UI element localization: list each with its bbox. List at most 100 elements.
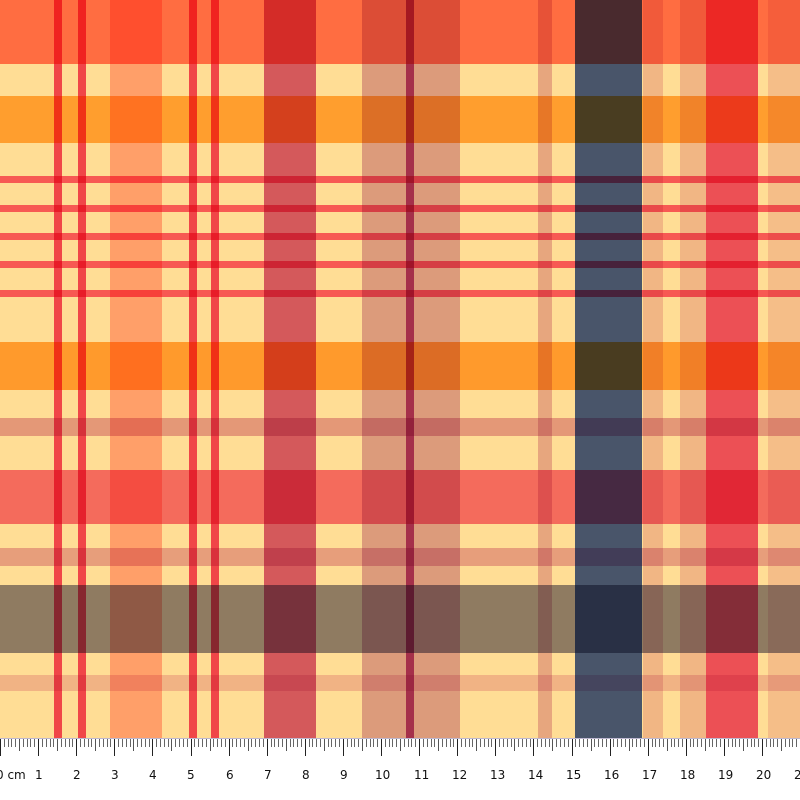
ruler-tick — [366, 739, 367, 747]
ruler-tick — [450, 739, 451, 747]
ruler-tick — [446, 739, 447, 747]
ruler-tick — [206, 739, 207, 747]
ruler-tick — [671, 739, 672, 747]
ruler-tick — [0, 739, 1, 756]
ruler-tick — [587, 739, 588, 747]
ruler-label-20: 20 — [756, 768, 772, 782]
ruler-tick — [324, 739, 325, 751]
ruler-tick — [103, 739, 104, 747]
ruler-tick — [309, 739, 310, 747]
ruler-label-12: 12 — [452, 768, 468, 782]
ruler-tick — [697, 739, 698, 747]
ruler-tick — [202, 739, 203, 747]
gray-horizontal-band — [0, 585, 800, 653]
ruler-tick — [579, 739, 580, 747]
ruler-tick — [194, 739, 195, 747]
ruler-tick — [290, 739, 291, 747]
ruler-tick — [770, 739, 771, 747]
ruler-tick — [27, 739, 28, 747]
ruler-tick — [663, 739, 664, 747]
ruler-label-0: 0 cm — [0, 768, 26, 782]
ruler-tick — [362, 739, 363, 751]
ruler-tick — [652, 739, 653, 747]
ruler-tick — [766, 739, 767, 747]
ruler-tick — [99, 739, 100, 747]
ruler-tick — [560, 739, 561, 747]
ruler-tick — [248, 739, 249, 751]
ruler-tick — [739, 739, 740, 747]
ruler-tick — [792, 739, 793, 747]
ruler-tick — [225, 739, 226, 747]
ruler-tick — [320, 739, 321, 747]
ruler-tick — [76, 739, 77, 756]
ruler-tick — [396, 739, 397, 747]
ruler-tick — [404, 739, 405, 747]
ruler-tick — [255, 739, 256, 747]
orange-horizontal-band — [0, 342, 800, 390]
ruler-label-13: 13 — [490, 768, 506, 782]
ruler-label-3: 3 — [111, 768, 119, 782]
ruler-tick — [259, 739, 260, 747]
ruler-tick — [758, 739, 759, 747]
ruler-tick — [469, 739, 470, 747]
ruler-label-7: 7 — [264, 768, 272, 782]
ruler-tick — [183, 739, 184, 747]
ruler-tick — [632, 739, 633, 747]
ruler-tick — [530, 739, 531, 747]
ruler-tick — [472, 739, 473, 747]
ruler-tick — [716, 739, 717, 747]
ruler-tick — [476, 739, 477, 751]
ruler-tick — [347, 739, 348, 747]
ruler-label-16: 16 — [604, 768, 620, 782]
ruler-tick — [705, 739, 706, 751]
ruler-tick — [122, 739, 123, 747]
ruler-tick — [251, 739, 252, 747]
ruler-tick — [789, 739, 790, 747]
ruler-tick — [480, 739, 481, 747]
ruler-tick — [240, 739, 241, 747]
ruler-tick — [11, 739, 12, 747]
ruler-tick — [491, 739, 492, 747]
lavender-horizontal-stripe — [0, 675, 800, 691]
ruler-tick — [160, 739, 161, 747]
thin-pink-horizontal-stripe — [0, 205, 800, 212]
ruler-label-14: 14 — [528, 768, 544, 782]
ruler-tick — [572, 739, 573, 756]
ruler-tick — [453, 739, 454, 747]
ruler-tick — [644, 739, 645, 747]
ruler-label-8: 8 — [302, 768, 310, 782]
ruler-tick — [606, 739, 607, 747]
ruler-tick — [358, 739, 359, 747]
ruler-tick — [621, 739, 622, 747]
ruler-tick — [686, 739, 687, 756]
ruler-tick — [263, 739, 264, 747]
ruler-tick — [50, 739, 51, 747]
ruler-tick — [690, 739, 691, 747]
ruler-tick — [88, 739, 89, 747]
ruler-tick — [408, 739, 409, 747]
ruler-tick — [133, 739, 134, 751]
ruler-tick — [34, 739, 35, 747]
ruler-tick — [488, 739, 489, 747]
ruler-label-15: 15 — [566, 768, 582, 782]
ruler-tick — [511, 739, 512, 747]
ruler-label-2: 2 — [73, 768, 81, 782]
ruler-tick — [762, 739, 763, 756]
ruler-tick — [191, 739, 192, 756]
ruler-tick — [236, 739, 237, 747]
ruler-tick — [785, 739, 786, 747]
ruler-tick — [434, 739, 435, 747]
ruler-tick — [438, 739, 439, 751]
ruler-label-18: 18 — [680, 768, 696, 782]
ruler-tick — [107, 739, 108, 747]
ruler-tick — [210, 739, 211, 751]
ruler-tick — [244, 739, 245, 747]
ruler-tick — [712, 739, 713, 747]
ruler-tick — [53, 739, 54, 747]
ruler-tick — [145, 739, 146, 747]
ruler-tick — [461, 739, 462, 747]
ruler-tick — [392, 739, 393, 747]
ruler-tick — [442, 739, 443, 747]
ruler-tick — [484, 739, 485, 747]
ruler-tick — [152, 739, 153, 756]
